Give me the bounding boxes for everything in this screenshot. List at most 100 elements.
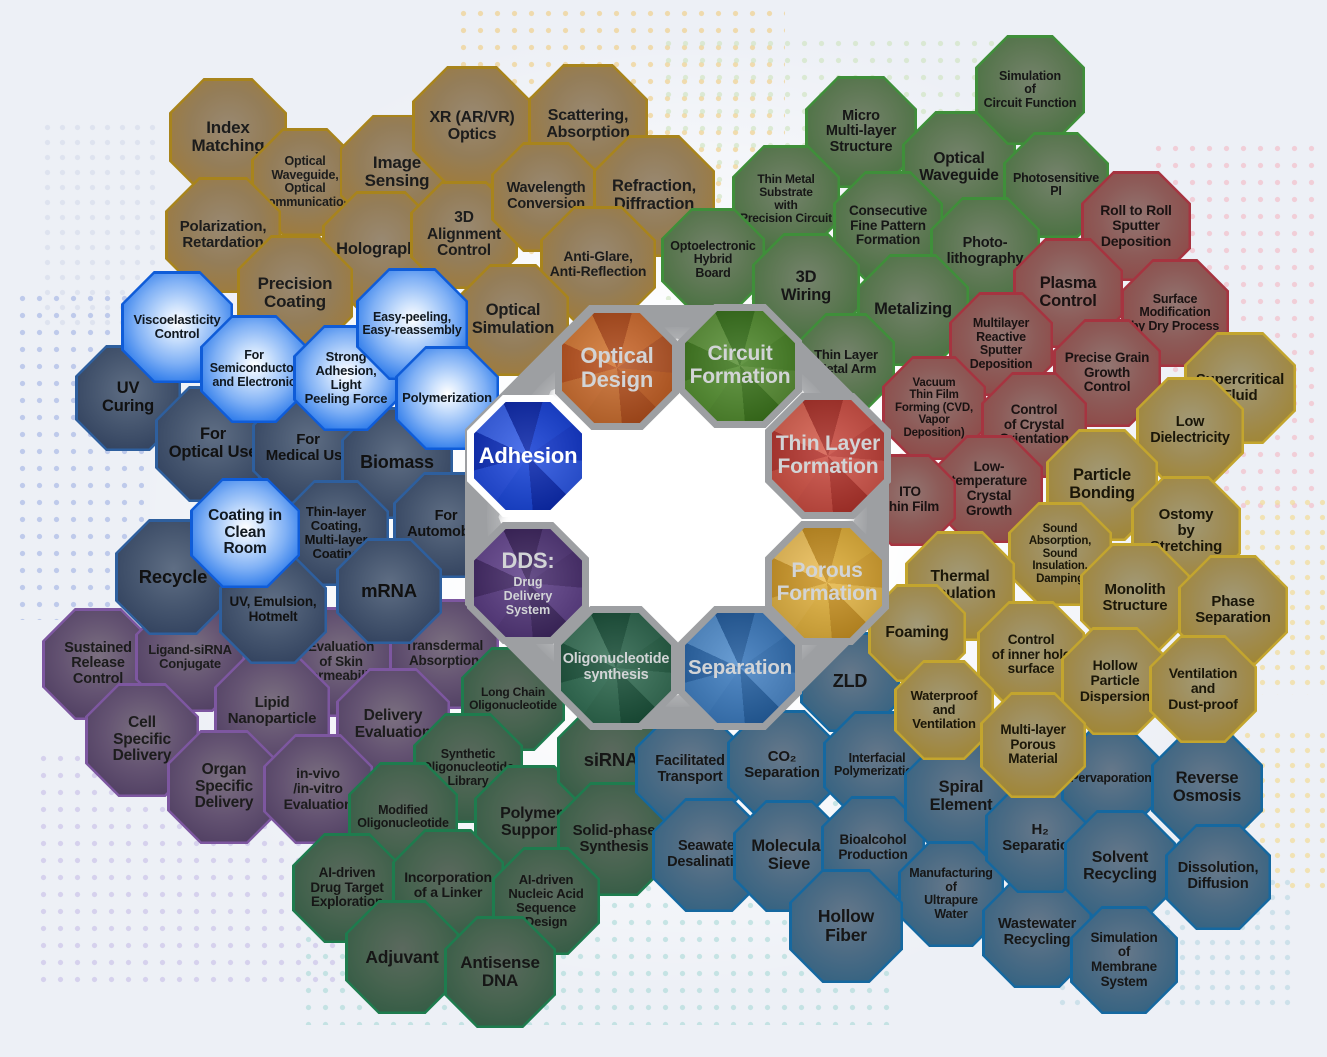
tile-molecular-sieve[interactable]: Molecular Sieve <box>733 800 845 912</box>
tile-label: Thin Layer Formation <box>775 432 881 478</box>
tile-face: DDS: Drug Delivery System <box>474 529 582 637</box>
tile-label: Pervaporation <box>1070 771 1152 786</box>
tile-label: Refraction, Diffraction <box>612 177 696 213</box>
tile-h-separation[interactable]: H₂ Separation <box>985 783 1095 893</box>
tile-label: Reverse Osmosis <box>1172 769 1242 805</box>
tile-label: Bioalcohol Production <box>838 832 908 862</box>
tile-label: Simulation of Circuit Function <box>983 68 1077 110</box>
tile-simulation-of-membrane-system[interactable]: Simulation of Membrane System <box>1070 906 1178 1014</box>
tile-label: Micro Multi-layer Structure <box>825 107 897 155</box>
tile-label: Photosensitive PI <box>1012 170 1100 198</box>
tile-multi-layer-porous-material[interactable]: Multi-layer Porous Material <box>980 692 1086 798</box>
tile-waterproof-and-ventilation[interactable]: Waterproof and Ventilation <box>894 660 994 760</box>
tile-face: Ventilation and Dust-proof <box>1151 637 1255 741</box>
tile-strong-adhesion-light-peeling-force[interactable]: Strong Adhesion, Light Peeling Force <box>293 325 399 431</box>
tile-sublabel: Drug Delivery System <box>503 575 553 618</box>
tile-face: Particle Bonding <box>1048 431 1156 539</box>
tile-label: Biomass <box>360 452 434 473</box>
tile-antisense-dna[interactable]: Antisense DNA <box>444 916 556 1028</box>
core-optical-design[interactable]: Optical Design <box>555 306 679 430</box>
tile-label: Image Sensing <box>364 152 430 190</box>
tile-label: Antisense DNA <box>460 952 540 990</box>
core-dds[interactable]: DDS: Drug Delivery System <box>467 522 589 644</box>
tile-label: Optical Simulation <box>471 301 555 337</box>
tile-dissolution-diffusion[interactable]: Dissolution, Diffusion <box>1165 824 1271 930</box>
tile-label: For Medical Use <box>265 430 351 464</box>
tile-wavelength-conversion[interactable]: Wavelength Conversion <box>491 142 601 252</box>
tile-label: Photo- lithography <box>946 235 1024 267</box>
tile-vacuum-thin-film-forming-cvd-vapor-deposit[interactable]: Vacuum Thin Film Forming (CVD, Vapor Dep… <box>882 356 986 460</box>
tile-label: Dissolution, Diffusion <box>1177 860 1259 892</box>
core-thin-layer-formation[interactable]: Thin Layer Formation <box>765 393 891 519</box>
tile-label: Cell Specific Delivery <box>112 713 172 765</box>
tile-mrna[interactable]: mRNA <box>336 538 442 644</box>
tile-label: Lipid Nanoparticle <box>227 693 317 727</box>
tile-face: Optoelectronic Hybrid Board <box>663 210 763 310</box>
tile-reverse-osmosis[interactable]: Reverse Osmosis <box>1151 732 1263 844</box>
tile-label: Circuit Formation <box>689 342 791 388</box>
tile-label: Plasma Control <box>1039 274 1097 310</box>
tile-label: Optoelectronic Hybrid Board <box>670 238 756 280</box>
tile-label: Wastewater Recycling <box>997 916 1077 948</box>
tile-ventilation-and-dust-proof[interactable]: Ventilation and Dust-proof <box>1149 635 1257 743</box>
tile-face: Organ Specific Delivery <box>169 732 279 842</box>
tile-label: Sound Absorption, Sound Insulation, Damp… <box>1028 522 1092 585</box>
tile-label: UV, Emulsion, Hotmelt <box>229 594 317 624</box>
tile-label: Precise Grain Growth Control <box>1064 350 1150 395</box>
tile-label: Facilitated Transport <box>655 753 725 785</box>
tile-face: Strong Adhesion, Light Peeling Force <box>295 327 397 429</box>
tile-optoelectronic-hybrid-board[interactable]: Optoelectronic Hybrid Board <box>661 208 765 312</box>
tile-face: Optical Design <box>562 313 672 423</box>
tile-label: Easy-peeling, Easy-reassembly <box>362 309 462 337</box>
tile-solvent-recycling[interactable]: Solvent Recycling <box>1064 810 1176 922</box>
tile-label: Anti-Glare, Anti-Reflection <box>549 247 647 279</box>
tile-label: Precision Coating <box>257 273 333 311</box>
tile-label: Ligand-siRNA Conjugate <box>148 641 232 671</box>
tile-label: For Semiconductor and Electronic <box>209 347 299 389</box>
tile-label: in-vivo /in-vitro Evaluation <box>283 765 353 812</box>
tile-label: Scattering, Absorption <box>546 106 630 141</box>
tile-face: Simulation of Circuit Function <box>977 37 1083 143</box>
tile-label: Manufacturing of Ultrapure Water <box>909 866 993 921</box>
tile-hollow-fiber[interactable]: Hollow Fiber <box>789 869 903 983</box>
tile-label: Phase Separation <box>1195 592 1271 626</box>
core-adhesion[interactable]: Adhesion <box>467 395 589 517</box>
tile-label: UV Curing <box>102 379 154 415</box>
tile-label: CO₂ Separation <box>744 747 820 781</box>
tile-face: Multi-layer Porous Material <box>982 694 1084 796</box>
tile-label: Incorporation of a Linker <box>404 868 492 900</box>
tile-label: Adjuvant <box>365 946 439 967</box>
tile-face: Adjuvant <box>347 902 457 1012</box>
core-separation[interactable]: Separation <box>678 606 802 730</box>
tile-label: Optical Waveguide <box>919 150 999 184</box>
tile-label: Foaming <box>885 623 949 641</box>
tile-particle-bonding[interactable]: Particle Bonding <box>1046 429 1158 541</box>
tile-face: Hollow Fiber <box>791 871 901 981</box>
tile-label: Ventilation and Dust-proof <box>1168 665 1238 712</box>
tile-label: Seawater Desalination <box>667 838 751 870</box>
tile-label: Polarization, Retardation <box>179 217 267 251</box>
tile-multilayer-reactive-sputter-deposition[interactable]: Multilayer Reactive Sputter Deposition <box>949 292 1053 396</box>
tile-label: Adhesion <box>478 443 578 469</box>
tile-adjuvant[interactable]: Adjuvant <box>345 900 459 1014</box>
tile-label: mRNA <box>361 580 417 602</box>
tile-ostomy-by-stretching[interactable]: Ostomy by Stretching <box>1131 476 1241 586</box>
tile-face: Simulation of Membrane System <box>1072 908 1176 1012</box>
tile-label: Optical Design <box>580 343 654 392</box>
tile-label: Holography <box>336 240 426 259</box>
tile-label: Organ Specific Delivery <box>194 760 254 812</box>
tile-ai-driven-nucleic-acid-sequence-design[interactable]: AI-driven Nucleic Acid Sequence Design <box>492 847 600 955</box>
tile-organ-specific-delivery[interactable]: Organ Specific Delivery <box>167 730 281 844</box>
tile-for-semiconductor-and-electronic[interactable]: For Semiconductor and Electronic <box>200 315 308 423</box>
tile-label: Particle Bonding <box>1069 466 1135 502</box>
tile-coating-in-clean-room[interactable]: Coating in Clean Room <box>190 478 300 588</box>
tile-label: Strong Adhesion, Light Peeling Force <box>304 348 388 407</box>
tile-label: Low- temperature Crystal Growth <box>951 458 1027 518</box>
tile-label: Multilayer Reactive Sputter Deposition <box>969 316 1033 371</box>
tile-label: Viscoelasticity Control <box>133 311 221 341</box>
tile-simulation-of-circuit-function[interactable]: Simulation of Circuit Function <box>975 35 1085 145</box>
tile-label: For Optical Use <box>168 425 258 461</box>
core-circuit-formation[interactable]: Circuit Formation <box>678 304 802 428</box>
tile-face: Ostomy by Stretching <box>1133 478 1239 584</box>
